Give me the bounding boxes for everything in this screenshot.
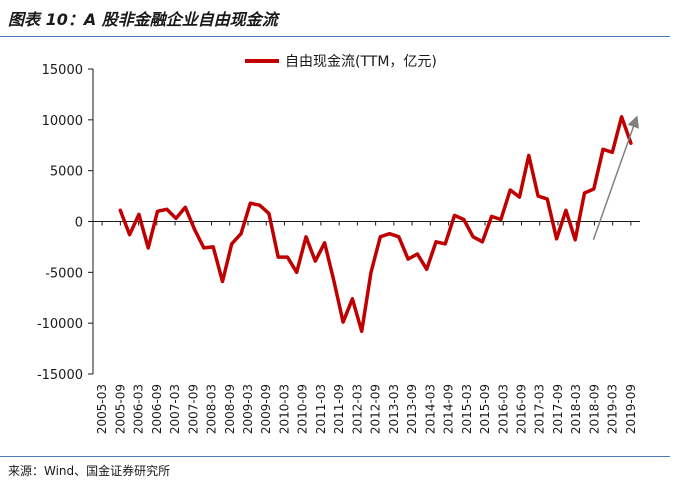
y-tick-label: 0 xyxy=(75,216,83,231)
x-tick-label: 2005-09 xyxy=(113,384,127,434)
x-tick-label: 2014-03 xyxy=(423,384,437,434)
x-tick-label: 2016-03 xyxy=(496,384,510,434)
x-tick-label: 2017-09 xyxy=(551,384,565,434)
y-tick-label: 15000 xyxy=(42,63,83,78)
source-note: 来源：Wind、国金证券研究所 xyxy=(8,464,171,478)
x-tick-label: 2012-03 xyxy=(350,384,364,434)
x-tick-label: 2008-09 xyxy=(223,384,237,434)
x-tick-label: 2018-09 xyxy=(587,384,601,434)
series-layer xyxy=(118,115,640,334)
x-tick-label: 2011-09 xyxy=(332,384,346,434)
x-tick-label: 2007-03 xyxy=(168,384,182,434)
x-tick-label: 2006-03 xyxy=(132,384,146,434)
x-tick-label: 2015-03 xyxy=(460,384,474,434)
trend-arrow xyxy=(592,115,640,241)
x-tick-label: 2013-09 xyxy=(405,384,419,434)
x-tick-label: 2009-03 xyxy=(241,384,255,434)
legend-label: 自由现金流(TTM，亿元) xyxy=(285,54,437,70)
x-tick-label: 2013-03 xyxy=(387,384,401,434)
series-line xyxy=(118,115,633,334)
bottom-rule xyxy=(0,456,670,457)
y-tick-label: -10000 xyxy=(37,317,83,332)
x-tick-label: 2010-03 xyxy=(277,384,291,434)
chart-title: 图表 10：A 股非金融企业自由现金流 xyxy=(8,10,278,29)
x-tick-label: 2007-09 xyxy=(186,384,200,434)
y-tick-label: 5000 xyxy=(50,165,83,180)
x-tick-label: 2005-03 xyxy=(95,384,109,434)
x-tick-label: 2010-09 xyxy=(296,384,310,434)
x-tick-label: 2006-09 xyxy=(150,384,164,434)
x-tick-label: 2016-09 xyxy=(514,384,528,434)
x-tick-label: 2008-03 xyxy=(205,384,219,434)
x-tick-label: 2018-03 xyxy=(569,384,583,434)
x-tick-label: 2019-03 xyxy=(606,384,620,434)
x-tick-label: 2015-09 xyxy=(478,384,492,434)
x-tick-label: 2009-09 xyxy=(259,384,273,434)
x-tick-label: 2014-09 xyxy=(442,384,456,434)
y-tick-label: -15000 xyxy=(37,368,83,383)
x-tick-label: 2019-09 xyxy=(624,384,638,434)
top-rule xyxy=(0,36,670,37)
x-tick-label: 2012-09 xyxy=(369,384,383,434)
y-tick-label: -5000 xyxy=(45,266,83,281)
x-tick-label: 2011-03 xyxy=(314,384,328,434)
legend: 自由现金流(TTM，亿元) xyxy=(245,54,437,70)
y-tick-label: 10000 xyxy=(42,114,83,129)
x-tick-label: 2017-03 xyxy=(533,384,547,434)
axes: 15000 10000 5000 0 -5000 -10000 -15000 2005-03 2… xyxy=(37,63,640,434)
